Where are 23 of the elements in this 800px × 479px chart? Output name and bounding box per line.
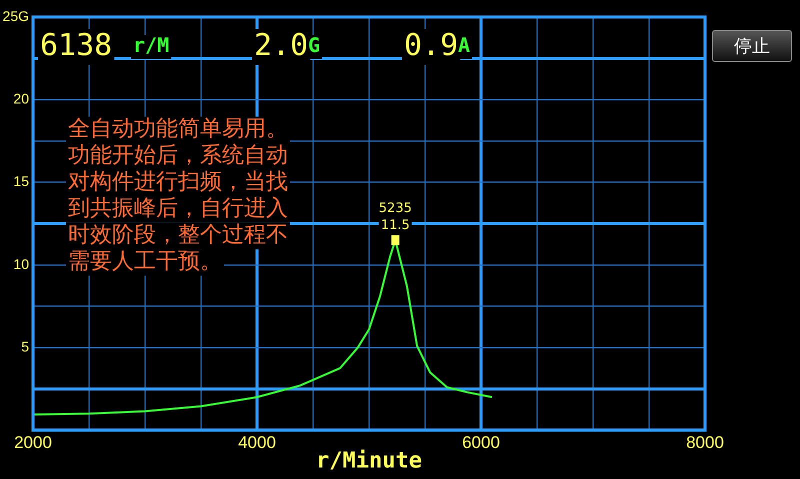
- y-tick-label: 20: [13, 90, 30, 106]
- annotation: 0.9: [404, 28, 458, 63]
- x-tick-label: 4000: [238, 433, 276, 452]
- y-tick-label: 10: [13, 256, 30, 272]
- annotation: 6138: [40, 28, 112, 63]
- annotation: 时效阶段，整个过程不: [68, 222, 288, 248]
- annotation: A: [458, 33, 470, 58]
- x-axis-title: r/Minute: [316, 448, 422, 474]
- annotation: r/M: [133, 33, 170, 58]
- annotation: 2.0: [254, 28, 308, 63]
- y-tick-label: 5: [21, 338, 30, 354]
- y-tick-label: 15: [13, 173, 30, 190]
- annotation: 到共振峰后，自行进入: [68, 196, 288, 222]
- annotation: 全自动功能简单易用。: [68, 116, 288, 142]
- annotation: 对构件进行扫频，当找: [68, 170, 288, 195]
- x-tick-label: 8000: [686, 433, 724, 452]
- annotation: 功能开始后，系统自动: [68, 143, 288, 168]
- annotation: 需要人工干预。: [68, 249, 222, 274]
- annotation: G: [308, 33, 320, 58]
- x-tick-label: 6000: [462, 433, 500, 452]
- annotation: 5235 11.5: [378, 201, 412, 234]
- y-tick-label: 25G: [2, 8, 29, 24]
- x-tick-label: 2000: [14, 433, 52, 452]
